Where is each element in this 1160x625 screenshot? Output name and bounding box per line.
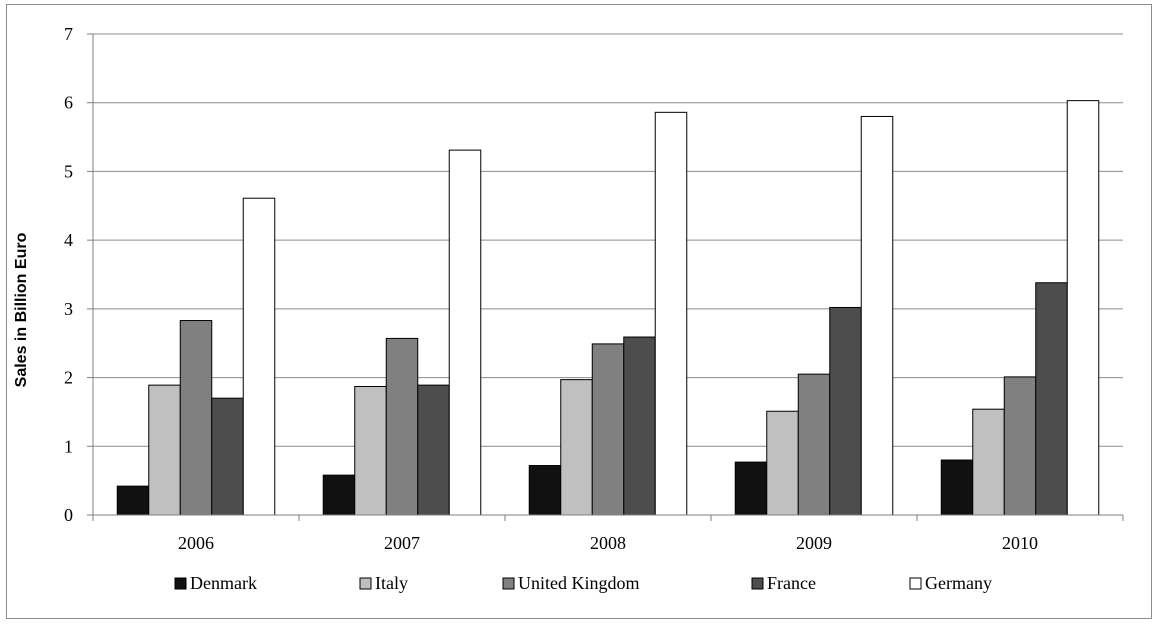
bar-united-kingdom-2006: [179, 320, 213, 516]
legend-swatch: [502, 577, 515, 590]
bar-united-kingdom-2007: [385, 337, 419, 516]
bar-denmark-2010: [940, 459, 974, 516]
bar-france-2010: [1035, 282, 1068, 516]
bar-italy-2010: [972, 408, 1005, 516]
x-tick-label: 2006: [178, 533, 214, 553]
bar-germany-2009: [860, 115, 894, 516]
axes: [92, 34, 1123, 516]
legend-label: United Kingdom: [518, 573, 640, 593]
bar-italy-2009: [766, 410, 799, 516]
bar-denmark-2007: [322, 474, 356, 516]
y-tick-label: 7: [64, 24, 73, 44]
chart-frame: [6, 4, 1152, 619]
bar-germany-2006: [242, 197, 276, 516]
y-tick-label: 3: [64, 299, 73, 319]
bar-germany-2010: [1066, 100, 1100, 516]
bar-denmark-2006: [116, 485, 150, 516]
bar-italy-2008: [560, 379, 593, 516]
bar-denmark-2009: [734, 461, 768, 516]
bar-united-kingdom-2009: [797, 373, 831, 516]
legend-swatch: [174, 577, 187, 590]
y-tick-label: 0: [64, 505, 73, 525]
bar-france-2009: [829, 306, 862, 516]
legend-label: France: [767, 573, 816, 593]
legend-swatch: [909, 577, 922, 590]
bar-france-2006: [211, 397, 244, 516]
x-tick-label: 2008: [590, 533, 626, 553]
y-tick-label: 6: [64, 93, 73, 113]
bar-germany-2007: [448, 149, 482, 516]
x-tick-label: 2010: [1002, 533, 1038, 553]
y-tick-label: 5: [64, 161, 73, 181]
legend-label: Italy: [375, 573, 408, 593]
bar-italy-2006: [148, 384, 181, 516]
bar-france-2008: [623, 336, 656, 516]
legend-swatch: [751, 577, 764, 590]
legend-label: Denmark: [190, 573, 257, 593]
bar-italy-2007: [354, 386, 387, 516]
y-axis-ticks: 0 1 2 3 4 5 6 7: [64, 24, 93, 525]
bar-france-2007: [417, 384, 450, 516]
x-axis-ticks: 2006 2007 2008 2009 2010: [92, 515, 1124, 553]
y-tick-label: 2: [64, 368, 73, 388]
y-axis-label: Sales in Billion Euro: [13, 232, 30, 387]
legend-label: Germany: [925, 573, 992, 593]
bars: [116, 100, 1100, 516]
y-tick-label: 1: [64, 436, 73, 456]
legend: Denmark Italy United Kingdom France Germany: [174, 573, 992, 593]
x-tick-label: 2007: [384, 533, 420, 553]
bar-denmark-2008: [528, 465, 562, 516]
x-tick-label: 2009: [796, 533, 832, 553]
bar-germany-2008: [654, 111, 688, 516]
bar-united-kingdom-2010: [1003, 376, 1037, 516]
y-tick-label: 4: [64, 230, 73, 250]
bar-united-kingdom-2008: [591, 343, 625, 516]
legend-swatch: [359, 577, 372, 590]
